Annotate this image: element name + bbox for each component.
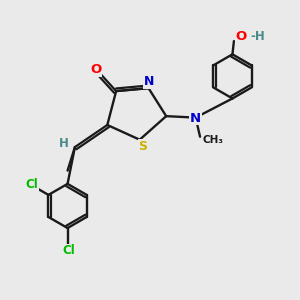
Text: CH₃: CH₃ [202, 135, 224, 145]
Text: O: O [91, 63, 102, 76]
Text: Cl: Cl [63, 244, 75, 257]
Text: H: H [59, 137, 69, 150]
Text: S: S [138, 140, 147, 153]
Text: N: N [190, 112, 201, 125]
Text: O: O [236, 30, 247, 43]
Text: N: N [144, 75, 154, 88]
Text: -H: -H [250, 30, 265, 43]
Text: Cl: Cl [26, 178, 38, 191]
